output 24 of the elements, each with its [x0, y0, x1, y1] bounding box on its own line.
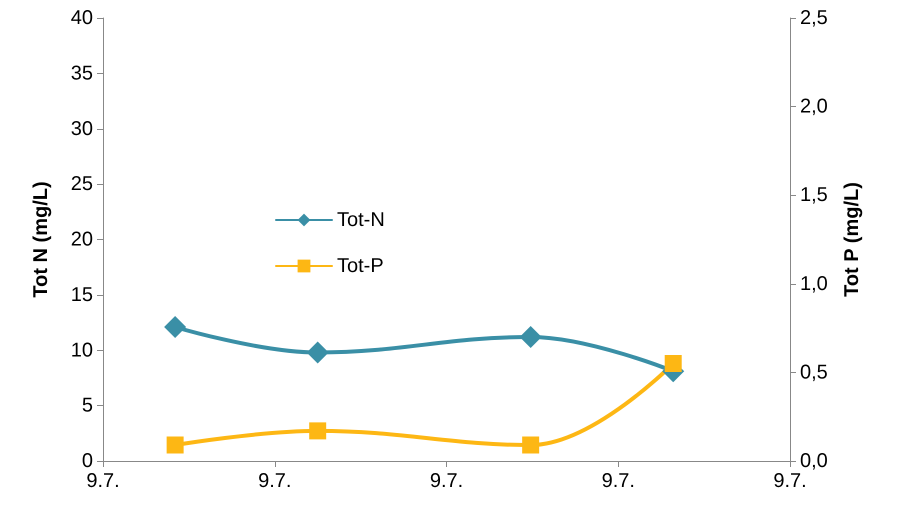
x-tick-label: 9.7. — [86, 470, 120, 492]
y2-tick-label: 1,0 — [800, 272, 828, 295]
y-tick-label: 0 — [82, 450, 93, 472]
y2-tick-label: 2,5 — [800, 7, 828, 29]
x-tick-label: 9.7. — [430, 470, 464, 492]
x-tick-label: 9.7. — [602, 470, 635, 492]
y-tick-label: 30 — [70, 118, 93, 140]
x-tick-label: 9.7. — [258, 470, 292, 492]
y2-tick-label: 2,0 — [800, 96, 828, 118]
y2-axis-title: Tot P (mg/L) — [841, 182, 863, 297]
y-tick-label: 15 — [70, 284, 93, 306]
y-tick-label: 10 — [70, 339, 93, 362]
legend-label: Tot-P — [337, 255, 384, 277]
y-tick-label: 40 — [70, 7, 93, 29]
legend-label: Tot-N — [337, 209, 385, 231]
y2-tick-label: 0,5 — [800, 361, 828, 384]
y-axis-title: Tot N (mg/L) — [30, 181, 52, 298]
x-tick-label: 9.7. — [773, 470, 807, 492]
y2-tick-label: 0,0 — [800, 450, 828, 472]
y-tick-label: 5 — [82, 394, 93, 417]
y-tick-label: 20 — [70, 228, 93, 250]
y-tick-label: 25 — [70, 173, 93, 196]
y2-tick-label: 1,5 — [800, 184, 828, 206]
y-tick-label: 35 — [70, 62, 93, 84]
